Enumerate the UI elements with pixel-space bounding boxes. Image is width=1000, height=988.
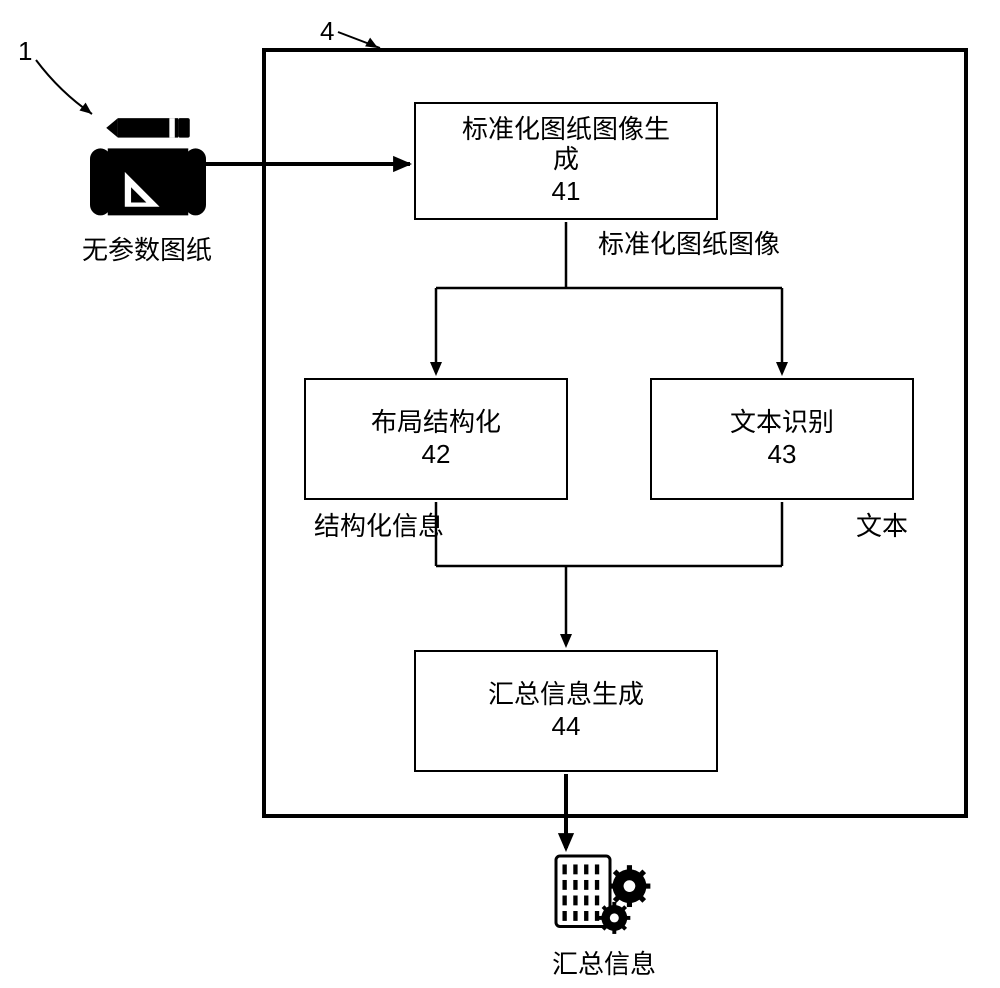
- data-gears-icon: [556, 856, 650, 934]
- diagram-canvas: 1 4 标准化图纸图像生成 41 布局结构化 42 文本识别 43 汇总信息生成…: [0, 0, 1000, 988]
- blueprint-icon: [90, 118, 206, 215]
- svg-layer: [0, 0, 1000, 988]
